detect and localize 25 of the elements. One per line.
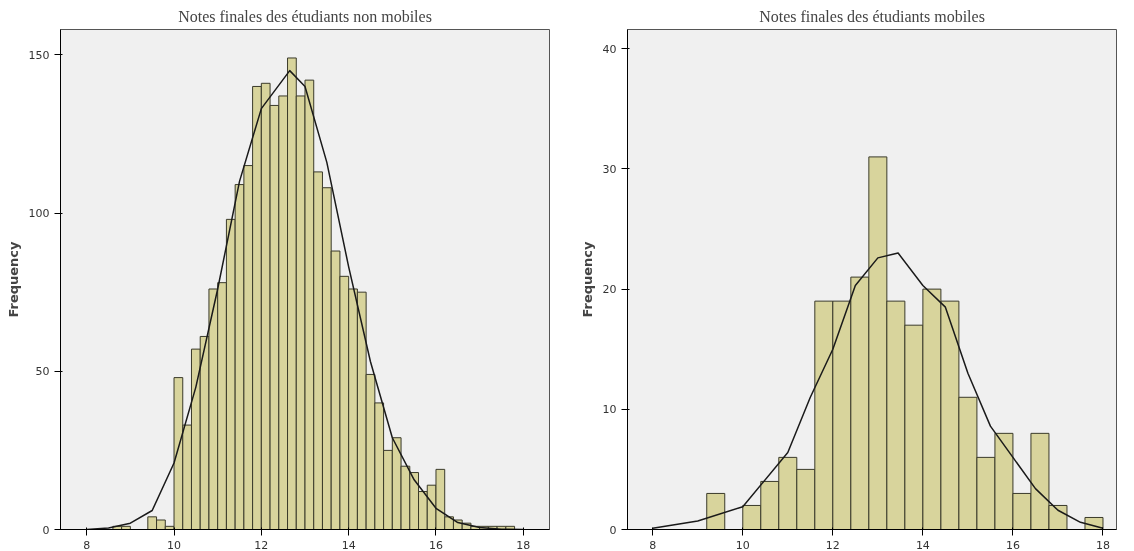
- y-tick-label: 20: [602, 283, 617, 297]
- x-tick-label: 10: [735, 538, 750, 551]
- chart-title: Notes finales des étudiants non mobiles: [178, 7, 432, 25]
- y-tick-label: 150: [28, 48, 50, 62]
- y-tick-label: 100: [28, 207, 50, 221]
- y-tick-label: 10: [602, 403, 617, 417]
- y-tick-label: 0: [42, 523, 50, 537]
- y-axis-title: Frequency: [579, 240, 595, 318]
- y-tick-label: 30: [602, 162, 617, 176]
- x-tick-label: 12: [254, 538, 269, 551]
- x-tick-label: 8: [649, 538, 657, 551]
- x-tick-label: 16: [428, 538, 443, 551]
- y-tick-label: 0: [609, 523, 617, 537]
- x-tick-label: 12: [825, 538, 840, 551]
- x-tick-label: 18: [516, 538, 531, 551]
- x-tick-label: 16: [1005, 538, 1020, 551]
- x-tick-label: 8: [83, 538, 91, 551]
- chart-title: Notes finales des étudiants mobiles: [759, 7, 985, 25]
- x-tick-label: 14: [915, 538, 930, 551]
- x-tick-label: 14: [341, 538, 356, 551]
- x-tick-label: 18: [1095, 538, 1110, 551]
- x-tick-label: 10: [167, 538, 182, 551]
- y-tick-label: 50: [35, 365, 50, 379]
- y-tick-label: 40: [602, 42, 617, 56]
- y-axis-title: Frequency: [5, 240, 21, 318]
